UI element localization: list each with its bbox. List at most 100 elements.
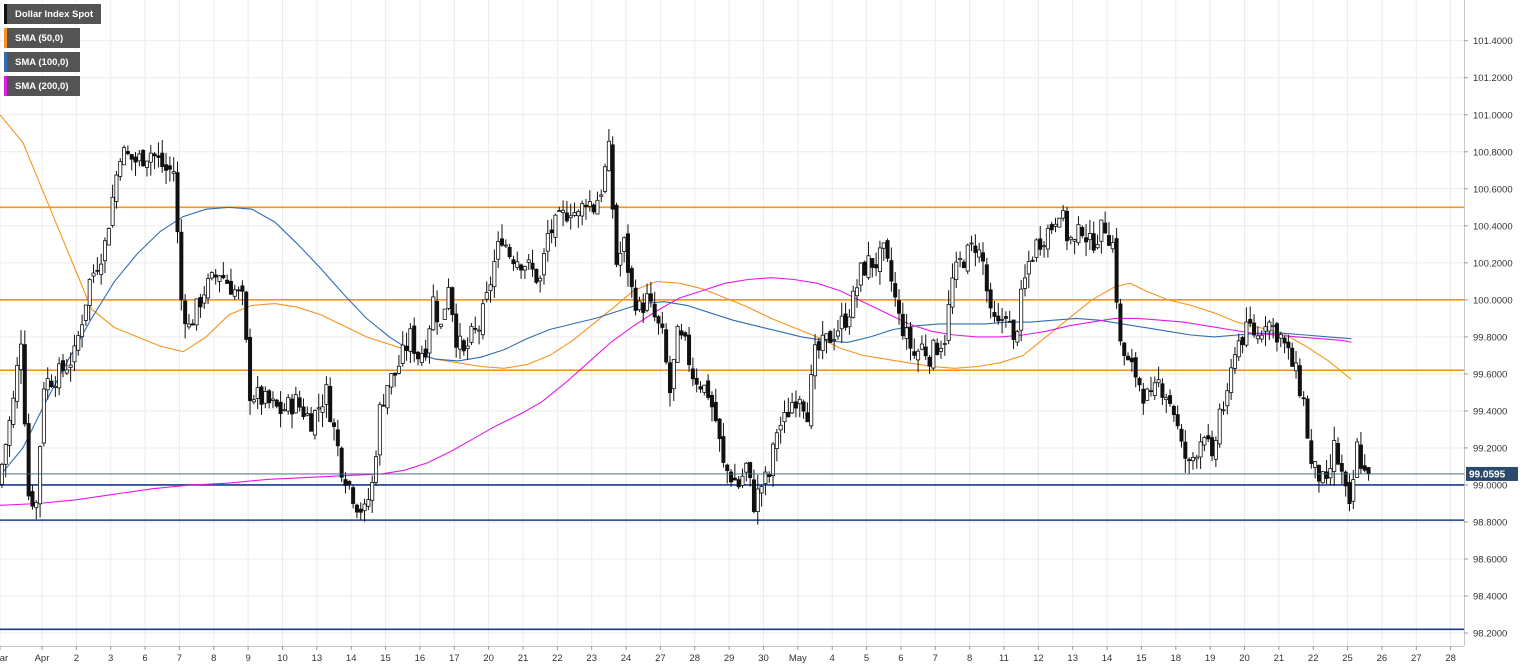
candle-body [454,313,459,348]
x-axis-ticks: MarApr2367891013141516172021222324272829… [0,646,1456,664]
candle-body [366,499,371,507]
candle-body [110,196,115,226]
candle-body [908,327,913,349]
candle-body [1133,357,1138,378]
legend: Dollar Index Spot SMA (50,0) SMA (100,0)… [4,4,102,100]
candle-body [339,447,344,478]
candle-body [736,479,741,488]
candle-body [580,203,585,217]
candle-body [95,269,100,272]
candle-body [1156,379,1161,384]
y-tick-label: 100.4000 [1473,221,1513,232]
legend-item-sma100[interactable]: SMA (100,0) [4,52,80,72]
candle-body [278,401,283,415]
candle-body [255,387,260,399]
candle-body [499,238,504,246]
y-tick-label: 100.0000 [1473,295,1513,306]
candle-body [1152,382,1157,396]
legend-label: SMA (50,0) [15,32,64,44]
y-tick-label: 98.4000 [1473,592,1507,603]
candle-body [1190,457,1195,462]
candle-body [1183,441,1188,459]
legend-item-price[interactable]: Dollar Index Spot [4,4,102,24]
x-tick-label: 2 [74,653,79,664]
candle-body [477,329,482,332]
y-axis-ticks: 98.2000 98.4000 98.6000 98.8000 99.0000 99.20… [1464,36,1513,640]
legend-item-sma50[interactable]: SMA (50,0) [4,28,80,48]
x-tick-label: 9 [245,653,250,664]
candle-body [1019,288,1024,331]
candle-body [1301,397,1306,400]
candle-body [1213,440,1218,460]
candle-body [351,487,356,504]
x-tick-label: 10 [277,653,288,664]
x-tick-label: 21 [1274,653,1285,664]
candle-body [1099,219,1104,242]
candle-body [450,287,455,315]
candle-body [900,313,905,337]
x-tick-label: 23 [586,653,597,664]
legend-item-sma200[interactable]: SMA (200,0) [4,76,80,96]
candle-body [1091,233,1096,251]
candle-body [492,261,497,288]
candle-body [645,293,650,311]
candle-body [49,380,54,388]
candle-body [996,315,1001,322]
x-tick-label: 30 [758,653,769,664]
candle-body [26,423,31,497]
candle-body [297,397,302,408]
candle-body [164,164,169,171]
candle-body [228,280,233,295]
candle-body [507,246,512,258]
candle-body [1042,245,1047,248]
y-tick-label: 98.8000 [1473,517,1507,528]
candle-body [1259,334,1264,340]
candle-body [858,262,863,286]
candle-body [64,369,69,374]
candle-body [916,350,921,361]
support-resistance-lines [0,206,1464,631]
candle-body [53,385,58,388]
candle-body [217,275,222,282]
x-tick-label: 15 [1136,653,1147,664]
candle-body [572,212,577,216]
candle-body [511,259,516,265]
candle-body [1355,441,1360,478]
candlesticks [0,129,1371,525]
candle-body [793,401,798,409]
candle-body [419,353,424,364]
candle-body [874,264,879,269]
candle-body [1278,334,1283,339]
candle-body [186,323,191,328]
candle-body [610,144,615,210]
candle-body [1324,471,1329,479]
candle-body [60,360,65,372]
candle-body [538,277,543,282]
candle-body [740,475,745,486]
candle-body [1232,354,1237,369]
y-tick-label: 100.6000 [1473,184,1513,195]
legend-swatch [4,52,7,72]
candle-body [748,461,753,479]
candle-body [423,348,428,358]
candle-body [919,343,924,350]
candle-body [251,399,256,403]
candle-body [370,482,375,501]
x-tick-label: Mar [0,653,8,664]
candle-body [343,479,348,486]
x-tick-label: 6 [898,653,903,664]
candle-body [347,481,352,485]
candle-body [1007,320,1012,323]
y-tick-label: 101.0000 [1473,110,1513,121]
candle-body [942,343,947,345]
legend-label: SMA (100,0) [15,56,69,68]
candle-body [1313,461,1318,468]
candle-body [805,412,810,423]
sma-line [0,114,1352,380]
x-tick-label: 16 [415,653,426,664]
candle-body [1271,325,1276,328]
candle-body [530,262,535,270]
candle-body [1255,335,1260,340]
candle-body [694,377,699,385]
